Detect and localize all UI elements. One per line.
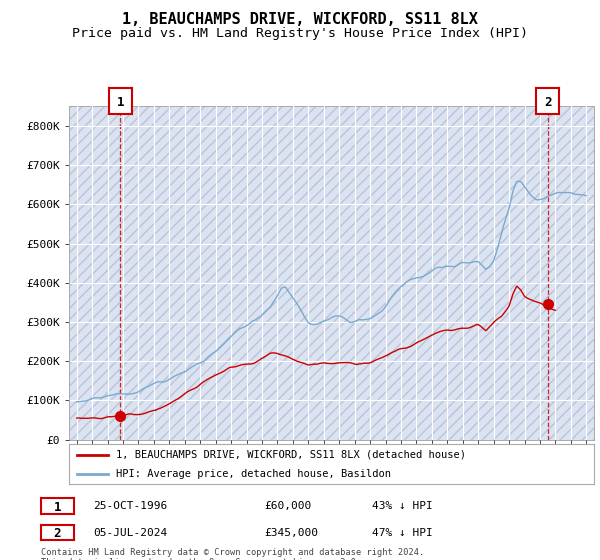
Text: 47% ↓ HPI: 47% ↓ HPI — [372, 528, 433, 538]
Text: 1: 1 — [116, 96, 124, 109]
Text: HPI: Average price, detached house, Basildon: HPI: Average price, detached house, Basi… — [116, 469, 391, 479]
Text: 2: 2 — [53, 527, 61, 540]
Text: £345,000: £345,000 — [264, 528, 318, 538]
Text: 43% ↓ HPI: 43% ↓ HPI — [372, 501, 433, 511]
Text: 25-OCT-1996: 25-OCT-1996 — [93, 501, 167, 511]
Text: 2: 2 — [544, 96, 551, 109]
Text: 1, BEAUCHAMPS DRIVE, WICKFORD, SS11 8LX (detached house): 1, BEAUCHAMPS DRIVE, WICKFORD, SS11 8LX … — [116, 450, 466, 460]
Text: 05-JUL-2024: 05-JUL-2024 — [93, 528, 167, 538]
Text: 1: 1 — [53, 501, 61, 514]
Text: 1, BEAUCHAMPS DRIVE, WICKFORD, SS11 8LX: 1, BEAUCHAMPS DRIVE, WICKFORD, SS11 8LX — [122, 12, 478, 27]
Bar — [69, 106, 594, 440]
Text: £60,000: £60,000 — [264, 501, 311, 511]
Text: Price paid vs. HM Land Registry's House Price Index (HPI): Price paid vs. HM Land Registry's House … — [72, 27, 528, 40]
Text: Contains HM Land Registry data © Crown copyright and database right 2024.
This d: Contains HM Land Registry data © Crown c… — [41, 548, 424, 560]
